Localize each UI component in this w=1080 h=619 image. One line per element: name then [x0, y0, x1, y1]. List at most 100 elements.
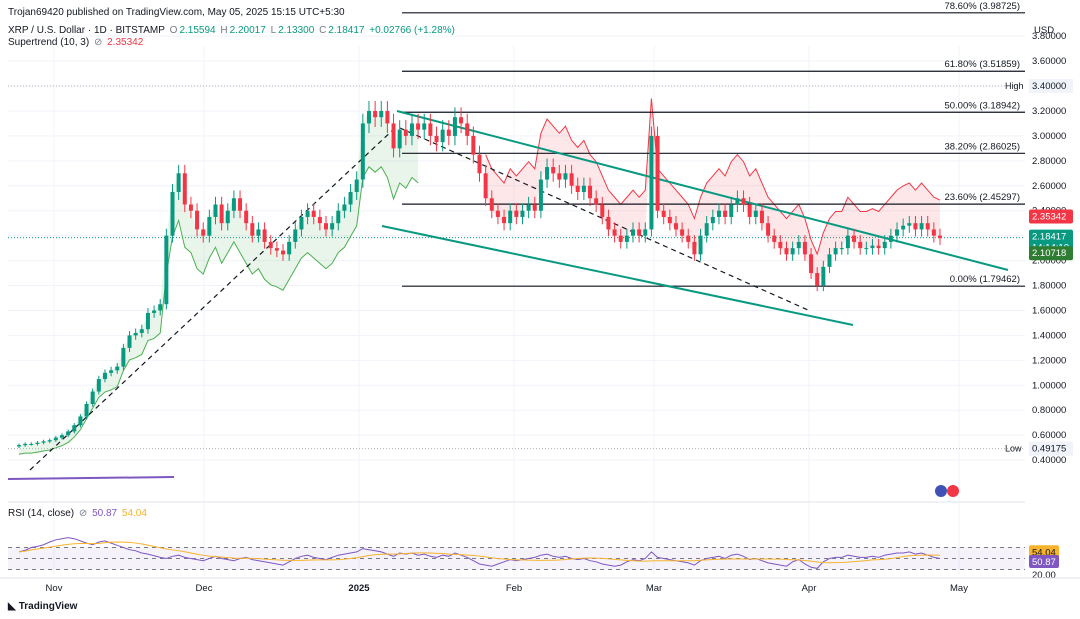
candle-body [207, 216, 212, 236]
supertrend-badge-value: 2.35342 [1032, 212, 1066, 223]
candle-body [17, 445, 21, 447]
candle-body [397, 129, 402, 149]
candle-body [796, 241, 801, 249]
price-tick-label: 1.40000 [1032, 330, 1066, 341]
candle-body [821, 266, 826, 286]
candle-body [440, 129, 445, 143]
channel-upper-line[interactable] [396, 110, 1009, 271]
candle-body [330, 223, 335, 230]
time-axis[interactable]: Nov Dec 2025 Feb Mar Apr May [0, 577, 1080, 594]
candle-body [667, 216, 672, 224]
price-tick-label: 2.60000 [1032, 181, 1066, 192]
candle-body [624, 235, 629, 242]
change-value: +0.02766 (+1.28%) [369, 25, 455, 36]
candle-body [293, 229, 298, 242]
supertrend-up-zone [19, 110, 419, 455]
candle-body [366, 110, 371, 124]
logo-text: TradingView [18, 601, 78, 612]
symbol-name: XRP / U.S. Dollar · 1D · BITSTAMP [8, 25, 165, 36]
candle-body [47, 440, 52, 442]
us-flag-icon[interactable] [935, 485, 947, 497]
channel-lower-line[interactable] [381, 225, 854, 326]
candle-body [545, 167, 550, 180]
candle-body [452, 117, 457, 136]
price-tick-label: 0.80000 [1032, 405, 1066, 416]
rsi-legend[interactable]: RSI (14, close) ⊘ 50.87 54.04 [8, 508, 149, 519]
candle-body [115, 366, 120, 371]
supertrend-down-zone [485, 98, 940, 286]
candle-body [446, 129, 451, 136]
candle-body [833, 248, 838, 255]
candle-body [888, 235, 893, 242]
fib-level-label: 0.00% (1.79462) [950, 274, 1020, 285]
candle-body [66, 431, 71, 436]
candle-body [139, 329, 144, 333]
supertrend-down-line [485, 98, 941, 256]
candle-body [864, 248, 869, 250]
candle-body [287, 241, 292, 255]
candle-body [514, 210, 519, 217]
candle-body [563, 173, 568, 180]
candle-body [600, 204, 605, 217]
candle-body [305, 210, 310, 217]
candle-body [876, 245, 881, 249]
candle-body [152, 310, 157, 313]
candle-body [311, 210, 316, 217]
candle-body [182, 173, 187, 205]
candle-body [90, 391, 95, 405]
high-value: 3.40000 [1032, 81, 1066, 92]
candle-body [495, 210, 500, 217]
candle-body [102, 372, 107, 380]
candle-body [250, 223, 255, 236]
fib-level-label: 78.60% (3.98725) [944, 1, 1020, 12]
candle-body [84, 404, 89, 417]
price-tick-label: 0.60000 [1032, 430, 1066, 441]
time-tick-label: May [950, 583, 968, 594]
candle-body [692, 241, 697, 255]
candle-body [219, 204, 224, 224]
us-flag-icon[interactable] [947, 485, 959, 497]
price-tick-label: 3.80000 [1032, 31, 1066, 42]
candle-body [121, 347, 126, 367]
candle-body [673, 223, 678, 230]
dashed-trend-line[interactable] [399, 127, 809, 311]
time-tick-label: 2025 [348, 583, 370, 594]
candle-body [938, 235, 942, 239]
supertrend-up-value: 2.10718 [1032, 248, 1066, 259]
fib-level-label: 23.60% (2.45297) [944, 192, 1020, 203]
supertrend-badge [1029, 209, 1073, 224]
candle-body [428, 123, 433, 136]
candle-body [342, 204, 347, 211]
candle-body [594, 198, 599, 205]
candle-body [815, 273, 820, 286]
candle-body [508, 210, 513, 224]
candle-body [317, 216, 322, 224]
price-tick-label: 3.20000 [1032, 106, 1066, 117]
high-value: 2.20017 [229, 25, 266, 36]
hidden-icon[interactable]: ⊘ [93, 37, 103, 48]
supertrend-legend[interactable]: Supertrend (10, 3) ⊘ 2.35342 [8, 37, 145, 48]
price-tick-label: 3.00000 [1032, 131, 1066, 142]
supertrend-value: 2.35342 [107, 37, 144, 48]
hidden-icon[interactable]: ⊘ [78, 508, 88, 519]
fib-level-label: 50.00% (3.18942) [944, 100, 1020, 111]
candle-body [274, 248, 279, 251]
candle-body [96, 379, 101, 392]
supertrend-up-line [18, 166, 419, 455]
candle-body [919, 223, 924, 230]
symbol-legend[interactable]: XRP / U.S. Dollar · 1D · BITSTAMP O 2.155… [8, 25, 457, 36]
candle-body [901, 225, 906, 230]
price-axis[interactable]: USD 0.40000 0.60000 0.80000 1.00000 1.20000 1.… [935, 25, 1073, 497]
dashed-trend-line[interactable] [29, 127, 396, 471]
candle-body [698, 235, 703, 255]
tradingview-logo[interactable]: ◣ TradingView [8, 601, 77, 612]
low-label: Low [1005, 444, 1022, 454]
fib-levels: 78.60% (3.98725) 61.80% (3.51859) 50.00% (… [402, 1, 1025, 287]
close-value: 2.18417 [328, 25, 365, 36]
candle-body [489, 198, 494, 211]
fib-level-label: 38.20% (2.86025) [944, 141, 1020, 152]
purple-line[interactable] [7, 476, 175, 480]
candle-body [710, 216, 715, 224]
